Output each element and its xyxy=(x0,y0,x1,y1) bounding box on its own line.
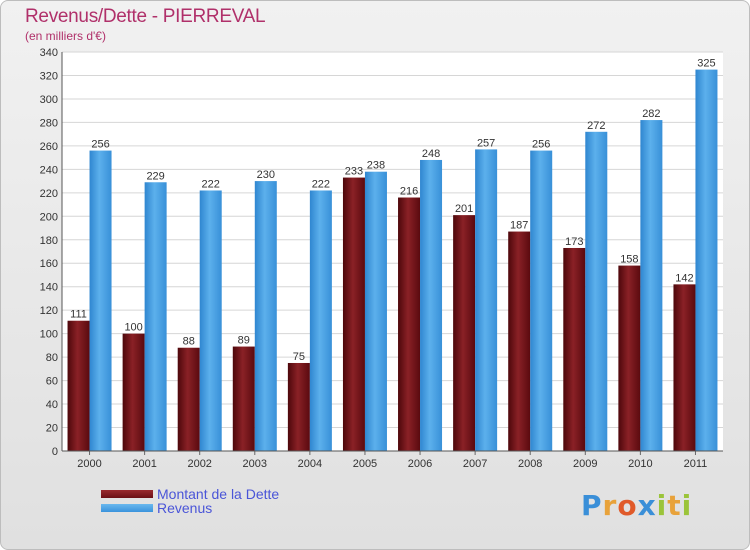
y-tick-label: 20 xyxy=(46,423,58,435)
x-tick-label: 2003 xyxy=(243,458,267,470)
data-label-revenus: 257 xyxy=(477,137,495,149)
legend-label-revenus: Revenus xyxy=(157,500,213,516)
data-label-revenus: 282 xyxy=(642,108,660,120)
y-tick-label: 260 xyxy=(40,141,58,153)
bar-revenus xyxy=(364,171,387,451)
bar-revenus xyxy=(144,182,167,451)
bar-dette xyxy=(508,231,531,451)
y-tick-label: 180 xyxy=(40,235,58,247)
bar-revenus xyxy=(309,190,332,451)
y-tick-label: 140 xyxy=(40,282,58,294)
data-label-dette: 89 xyxy=(238,335,250,347)
bar-dette xyxy=(398,197,421,451)
data-label-dette: 216 xyxy=(400,186,418,198)
bar-revenus xyxy=(420,159,443,451)
x-tick-label: 2002 xyxy=(187,458,211,470)
logo-letter: P xyxy=(581,489,603,522)
y-tick-label: 200 xyxy=(40,211,58,223)
bar-revenus xyxy=(695,69,718,452)
logo-letter: t xyxy=(667,489,682,522)
data-label-dette: 142 xyxy=(675,272,693,284)
data-label-revenus: 272 xyxy=(587,120,605,132)
data-label-revenus: 229 xyxy=(146,170,164,182)
y-tick-label: 40 xyxy=(46,399,58,411)
y-tick-label: 60 xyxy=(46,376,58,388)
bar-dette xyxy=(122,333,145,451)
x-tick-label: 2001 xyxy=(132,458,156,470)
data-label-dette: 173 xyxy=(565,236,583,248)
bar-dette xyxy=(563,247,586,451)
plot-area xyxy=(62,52,723,451)
data-label-dette: 233 xyxy=(345,166,363,178)
bar-revenus xyxy=(89,150,112,451)
logo-letter: i xyxy=(656,489,668,522)
y-tick-label: 300 xyxy=(40,94,58,106)
bar-dette xyxy=(453,215,476,451)
bar-dette xyxy=(67,320,90,451)
y-tick-label: 240 xyxy=(40,164,58,176)
data-label-revenus: 238 xyxy=(367,160,385,172)
bar-dette xyxy=(287,362,310,451)
data-label-revenus: 222 xyxy=(312,178,330,190)
x-tick-label: 2000 xyxy=(77,458,101,470)
x-tick-label: 2004 xyxy=(298,458,322,470)
x-tick-label: 2010 xyxy=(628,458,652,470)
bar-revenus xyxy=(254,181,277,451)
data-label-dette: 201 xyxy=(455,203,473,215)
y-tick-label: 220 xyxy=(40,188,58,200)
bar-revenus xyxy=(199,190,222,451)
logo-letter: r xyxy=(602,489,618,522)
logo-letter: o xyxy=(617,489,638,522)
y-tick-label: 120 xyxy=(40,305,58,317)
x-tick-label: 2006 xyxy=(408,458,432,470)
y-tick-label: 100 xyxy=(40,329,58,341)
chart-title: Revenus/Dette - PIERREVAL xyxy=(25,6,266,27)
bar-revenus xyxy=(585,131,608,452)
logo-letter: x xyxy=(637,489,657,522)
y-tick-label: 320 xyxy=(40,70,58,82)
x-tick-label: 2005 xyxy=(353,458,377,470)
data-label-revenus: 248 xyxy=(422,148,440,160)
data-label-revenus: 256 xyxy=(91,139,109,151)
bar-dette xyxy=(342,177,365,452)
y-tick-label: 0 xyxy=(52,446,58,458)
x-tick-label: 2008 xyxy=(518,458,542,470)
bar-dette xyxy=(177,347,200,451)
bar-dette xyxy=(618,265,641,451)
bar-dette xyxy=(673,284,696,451)
bar-revenus xyxy=(530,150,553,451)
y-tick-label: 160 xyxy=(40,258,58,270)
proxiti-logo: Proxiti xyxy=(581,489,692,522)
chart-subtitle: (en milliers d'€) xyxy=(25,29,106,43)
bar-revenus xyxy=(640,120,663,452)
bar-dette xyxy=(232,346,255,451)
data-label-revenus: 230 xyxy=(257,169,275,181)
x-tick-label: 2011 xyxy=(684,458,708,470)
data-label-revenus: 222 xyxy=(202,178,220,190)
data-label-revenus: 256 xyxy=(532,139,550,151)
logo-letter: i xyxy=(681,489,693,522)
data-label-dette: 158 xyxy=(620,254,638,266)
data-label-dette: 187 xyxy=(510,220,528,232)
data-label-dette: 88 xyxy=(183,336,195,348)
y-tick-label: 80 xyxy=(46,352,58,364)
bar-revenus xyxy=(475,149,498,451)
legend-swatch-revenus xyxy=(101,504,153,512)
data-label-dette: 75 xyxy=(293,351,305,363)
data-label-dette: 111 xyxy=(70,309,87,321)
legend-label-dette: Montant de la Dette xyxy=(157,486,280,502)
y-tick-label: 340 xyxy=(40,47,58,59)
data-label-revenus: 325 xyxy=(697,58,715,70)
legend-swatch-dette xyxy=(101,490,153,498)
x-tick-label: 2007 xyxy=(463,458,487,470)
y-tick-label: 280 xyxy=(40,117,58,129)
x-tick-label: 2009 xyxy=(573,458,597,470)
data-label-dette: 100 xyxy=(124,322,142,334)
